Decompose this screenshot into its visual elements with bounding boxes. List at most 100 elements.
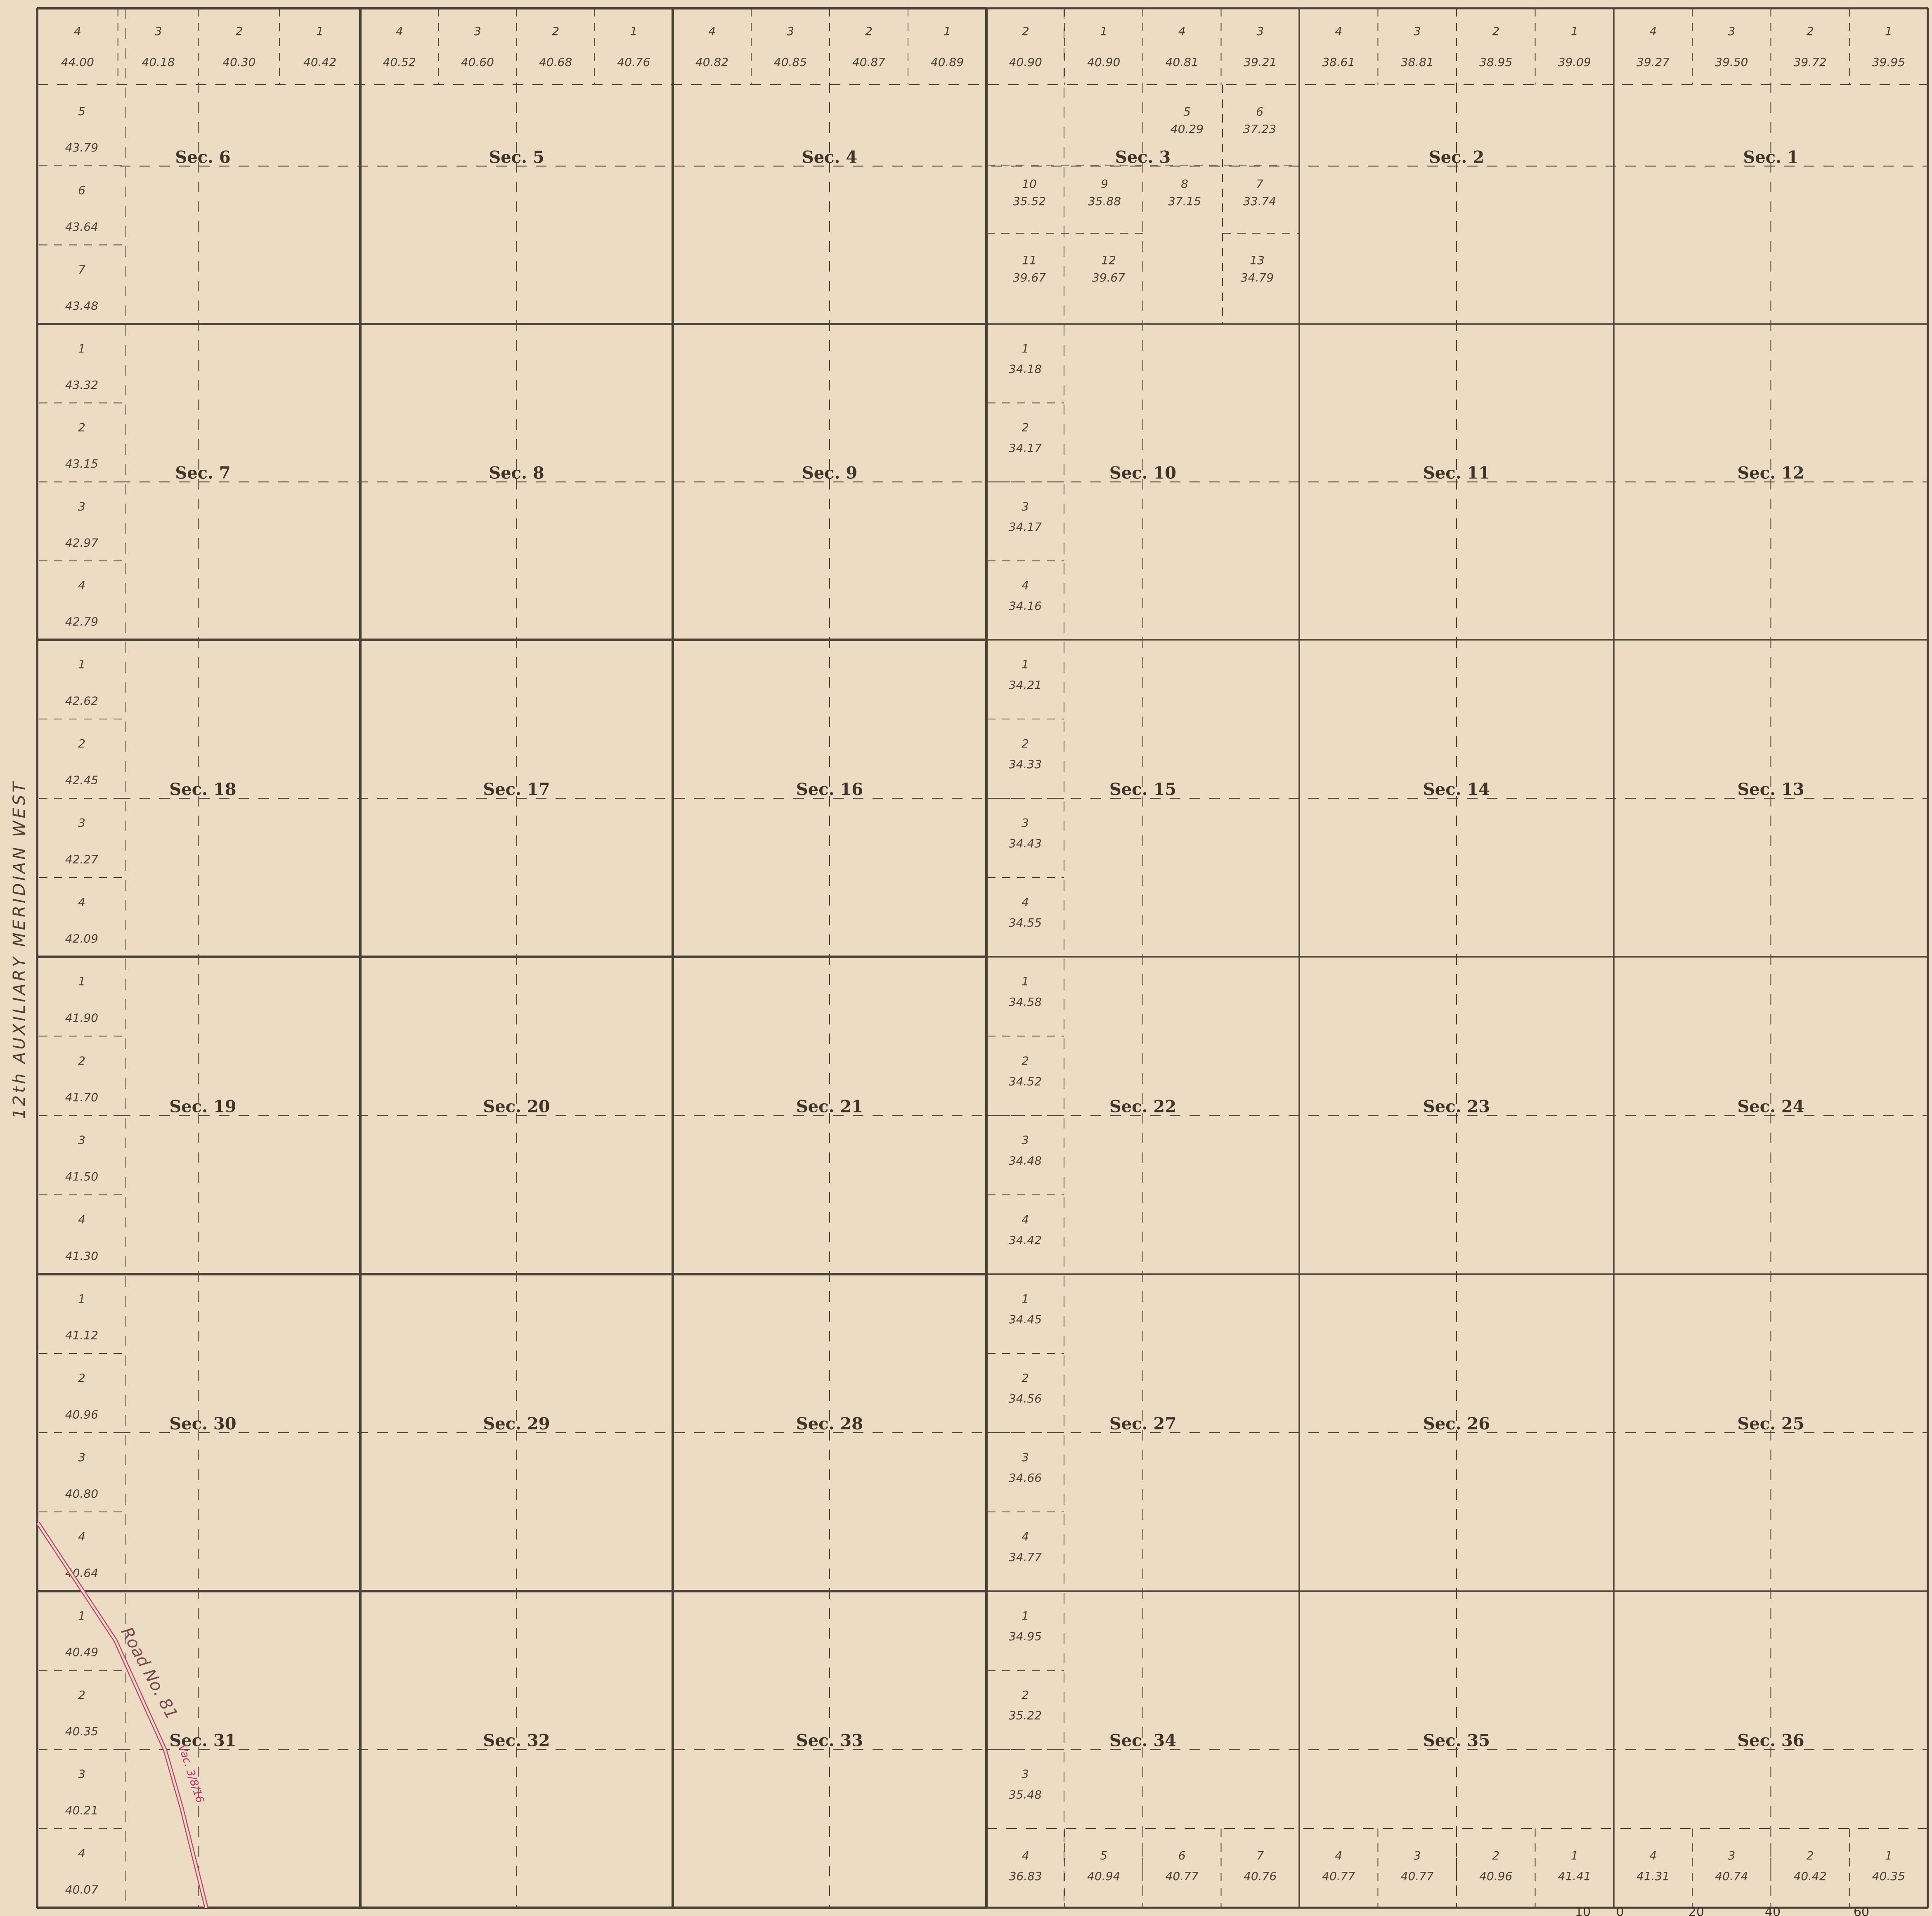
lot-area: 42.09: [65, 932, 98, 945]
scale-label: 0: [1616, 1905, 1624, 1916]
lot-area: 40.49: [65, 1645, 98, 1659]
lot-area: 41.70: [65, 1090, 98, 1104]
scale-label: 20: [1688, 1905, 1704, 1916]
lot-area: 34.58: [1009, 995, 1042, 1009]
lot-number: 1: [1022, 1609, 1029, 1623]
lot-area: 40.90: [1009, 55, 1042, 69]
lot-number: 7: [78, 263, 85, 276]
lot-number: 11: [1022, 253, 1037, 267]
lot-number: 3: [1022, 499, 1029, 513]
section-label: Sec. 1: [1743, 148, 1798, 167]
lot-area: 38.61: [1322, 55, 1355, 69]
lot-area: 34.66: [1009, 1471, 1042, 1485]
lot-area: 39.50: [1715, 55, 1748, 69]
lot-number: 2: [78, 421, 85, 434]
lot-number: 1: [78, 975, 85, 988]
lot-number: 6: [1178, 1849, 1186, 1862]
lot-area: 40.81: [1166, 55, 1199, 69]
section-label: Sec. 14: [1423, 780, 1490, 799]
lot-number: 2: [78, 1054, 85, 1067]
lot-number: 6: [78, 184, 85, 197]
lot-area: 40.52: [383, 55, 416, 69]
lot-area: 41.50: [65, 1170, 98, 1183]
lot-number: 1: [1885, 24, 1892, 38]
lot-number: 1: [1022, 1292, 1029, 1306]
lot-number: 4: [1178, 24, 1186, 38]
lot-number: 13: [1250, 253, 1265, 267]
lot-area: 40.85: [774, 55, 807, 69]
lot-number: 2: [1022, 24, 1029, 38]
lot-area: 38.95: [1479, 55, 1512, 69]
scale-label: 40: [1765, 1905, 1781, 1916]
section-label: Sec. 19: [169, 1097, 236, 1116]
section-label: Sec. 36: [1737, 1731, 1804, 1750]
lot-number: 4: [396, 24, 403, 38]
lot-number: 3: [1414, 1849, 1421, 1862]
lot-area: 40.76: [617, 55, 650, 69]
section-label: Sec. 23: [1423, 1097, 1490, 1116]
lot-area: 43.79: [65, 141, 98, 154]
lot-number: 1: [1100, 24, 1107, 38]
lot-area: 39.67: [1092, 271, 1125, 284]
section-label: Sec. 17: [483, 780, 550, 799]
section-label: Sec. 33: [796, 1731, 863, 1750]
lot-number: 2: [1807, 24, 1814, 38]
lot-number: 3: [78, 1450, 85, 1464]
lot-number: 2: [1807, 1849, 1814, 1862]
lot-area: 43.32: [65, 378, 98, 392]
lot-number: 3: [1414, 24, 1421, 38]
lot-number: 5: [1183, 105, 1191, 118]
lot-number: 1: [78, 342, 85, 355]
lot-number: 3: [1256, 24, 1264, 38]
lot-area: 40.96: [65, 1407, 98, 1421]
lot-area: 43.15: [65, 457, 98, 471]
lot-area: 36.83: [1009, 1869, 1042, 1883]
section-label: Sec. 24: [1737, 1097, 1804, 1116]
lot-area: 40.82: [695, 55, 728, 69]
lot-number: 2: [1022, 1688, 1029, 1702]
lot-area: 37.15: [1168, 194, 1201, 208]
lot-area: 40.87: [852, 55, 885, 69]
survey-lines: [36, 7, 1929, 1909]
lot-number: 1: [1022, 975, 1029, 988]
lot-area: 35.52: [1013, 194, 1046, 208]
section-label: Sec. 8: [489, 464, 544, 483]
section-label: Sec. 4: [802, 148, 857, 167]
lot-area: 37.23: [1243, 122, 1276, 136]
meridian-label: 12th AUXILIARY MERIDIAN WEST: [10, 780, 29, 1119]
lot-number: 3: [1022, 1450, 1029, 1464]
lot-area: 34.17: [1009, 520, 1042, 534]
lot-area: 34.45: [1009, 1313, 1042, 1326]
lot-area: 40.76: [1244, 1869, 1277, 1883]
lot-number: 5: [1100, 1849, 1107, 1862]
lot-area: 44.00: [61, 55, 94, 69]
road-label: Road No. 81: [117, 1624, 182, 1722]
lot-number: 6: [1256, 105, 1263, 118]
lot-area: 39.21: [1244, 55, 1277, 69]
lot-area: 40.35: [1872, 1869, 1905, 1883]
lot-number: 1: [78, 658, 85, 671]
lot-number: 1: [944, 24, 951, 38]
lot-number: 2: [1022, 737, 1029, 750]
section-label: Sec. 18: [169, 780, 236, 799]
lot-area: 43.48: [65, 299, 98, 313]
lot-area: 40.68: [539, 55, 572, 69]
lot-area: 34.52: [1009, 1074, 1042, 1088]
lot-area: 39.67: [1013, 271, 1046, 284]
section-label: Sec. 15: [1109, 780, 1176, 799]
lot-number: 4: [1022, 579, 1029, 592]
lot-number: 1: [1571, 1849, 1578, 1862]
lot-area: 41.12: [65, 1328, 98, 1342]
section-label: Sec. 21: [796, 1097, 863, 1116]
lot-area: 40.80: [65, 1487, 98, 1500]
lot-area: 40.18: [142, 55, 175, 69]
lot-number: 4: [1335, 1849, 1342, 1862]
lot-number: 1: [630, 24, 637, 38]
lot-number: 2: [1022, 421, 1029, 434]
lot-number: 7: [1256, 177, 1263, 191]
lot-number: 2: [865, 24, 873, 38]
lot-area: 34.43: [1009, 837, 1042, 850]
section-label: Sec. 22: [1109, 1097, 1176, 1116]
section-label: Sec. 5: [489, 148, 544, 167]
lot-number: 5: [78, 104, 85, 118]
